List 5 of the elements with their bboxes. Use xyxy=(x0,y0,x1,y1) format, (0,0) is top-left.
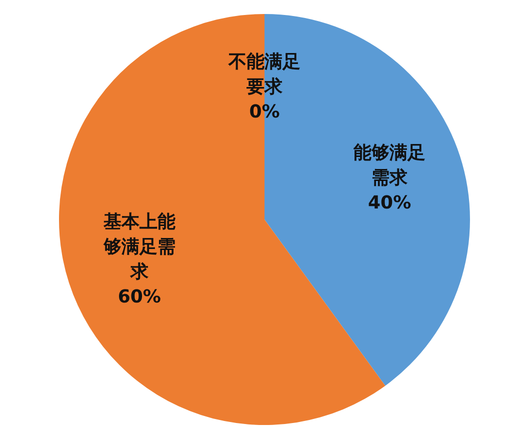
slice-label: 能够满足需求 xyxy=(354,142,426,189)
slice-label: 基本上能够满足需求 xyxy=(102,211,176,282)
data-label: 60% xyxy=(118,286,161,308)
data-label: 40% xyxy=(368,192,412,214)
category-label: 不能满足要求 xyxy=(228,52,300,98)
